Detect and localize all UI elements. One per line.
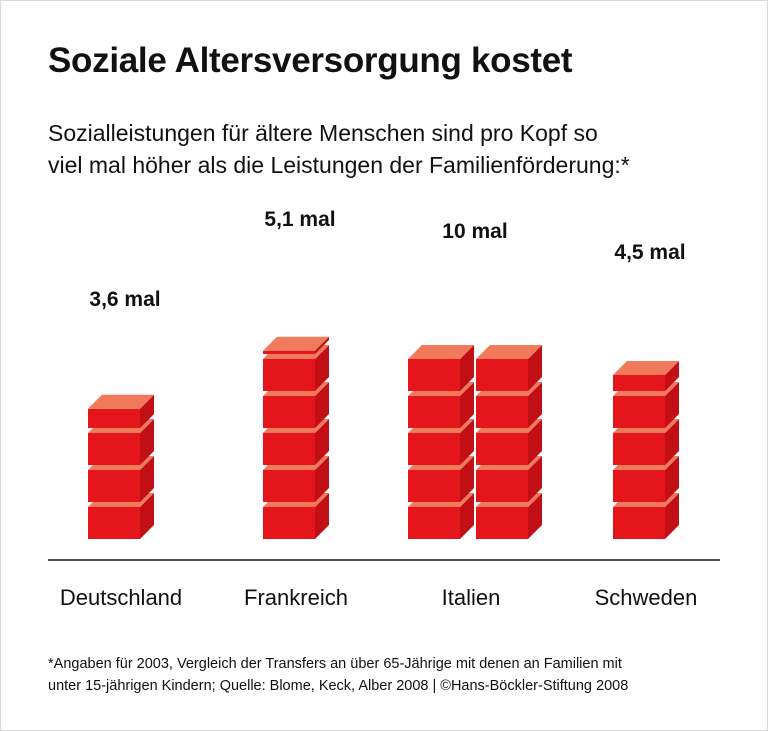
cube-front [613, 507, 665, 539]
cube-side [528, 419, 542, 465]
cube-side [665, 493, 679, 539]
cube-side [315, 336, 329, 354]
cube-side [460, 419, 474, 465]
cube-side [528, 493, 542, 539]
cube-side [315, 345, 329, 391]
category-label: Schweden [595, 585, 698, 610]
cube-front [263, 350, 315, 354]
category-label: Frankreich [244, 585, 348, 610]
category-label: Italien [442, 585, 501, 610]
cube-front [408, 470, 460, 502]
cube-side [528, 382, 542, 428]
footnote: *Angaben für 2003, Vergleich der Transfe… [48, 653, 628, 697]
cube-front [476, 396, 528, 428]
chart-subtitle: Sozialleistungen für ältere Menschen sin… [48, 117, 748, 181]
cube-front [263, 507, 315, 539]
cube-side [140, 493, 154, 539]
data-label: 10 mal [442, 220, 507, 243]
cube-front [88, 470, 140, 502]
subtitle-line: Sozialleistungen für ältere Menschen sin… [48, 120, 598, 146]
cube-side [140, 456, 154, 502]
data-label: 3,6 mal [89, 288, 160, 311]
cube-front [613, 470, 665, 502]
cube-top [476, 345, 542, 359]
cube-side [460, 456, 474, 502]
data-label: 5,1 mal [264, 208, 335, 231]
cube-side [665, 382, 679, 428]
cube-side [528, 345, 542, 391]
cube-top [613, 361, 679, 375]
cube-side [665, 361, 679, 391]
cube-side [315, 419, 329, 465]
cube-front [408, 507, 460, 539]
cube-top [263, 336, 329, 351]
chart-title: Soziale Altersversorgung kostet [48, 41, 573, 80]
cube-side [460, 382, 474, 428]
cube-side [315, 456, 329, 502]
cube-front [476, 433, 528, 465]
cube-front [88, 507, 140, 539]
cube-front [408, 359, 460, 391]
footnote-line: *Angaben für 2003, Vergleich der Transfe… [48, 656, 622, 672]
cube-top [88, 394, 154, 409]
cube-front [88, 433, 140, 465]
cube-side [460, 493, 474, 539]
cube-front [88, 408, 140, 428]
cube-side [528, 456, 542, 502]
cube-front [408, 396, 460, 428]
cube-front [476, 359, 528, 391]
cube-side [665, 456, 679, 502]
cube-front [613, 433, 665, 465]
cube-front [263, 470, 315, 502]
cube-side [460, 345, 474, 391]
cube-front [408, 433, 460, 465]
cube-front [263, 396, 315, 428]
cube-front [476, 470, 528, 502]
cube-front [476, 507, 528, 539]
cube-side [140, 419, 154, 465]
cube-front [263, 433, 315, 465]
cube-front [263, 359, 315, 391]
cube-top [408, 345, 474, 359]
cube-side [315, 493, 329, 539]
cube-side [140, 394, 154, 428]
footnote-line: unter 15-jährigen Kindern; Quelle: Blome… [48, 678, 629, 694]
data-label: 4,5 mal [614, 241, 685, 264]
subtitle-line: viel mal höher als die Leistungen der Fa… [48, 152, 630, 178]
category-label: Deutschland [60, 585, 182, 610]
cube-front [613, 375, 665, 391]
cube-side [665, 419, 679, 465]
cube-side [315, 382, 329, 428]
cube-front [613, 396, 665, 428]
